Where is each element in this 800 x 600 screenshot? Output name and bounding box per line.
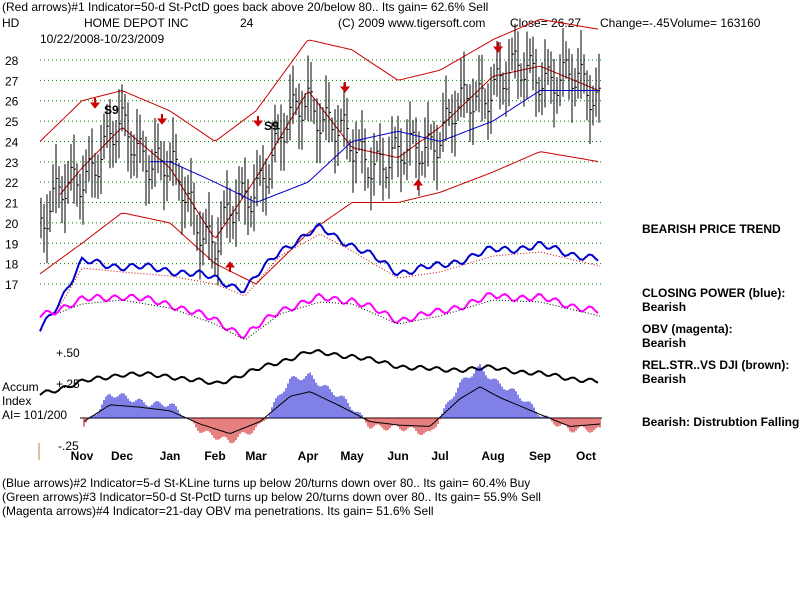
signal-s9-dec: S9 xyxy=(104,103,119,117)
red-arrow-down-aug-head xyxy=(492,46,504,53)
x-tick-nov: Nov xyxy=(71,449,94,463)
red-arrow-up-feb-head xyxy=(224,261,236,268)
relstr-value: Bearish xyxy=(642,372,687,386)
accum-minus25: -.25 xyxy=(58,439,79,453)
obv-ma xyxy=(59,299,601,340)
y-tick-25: 25 xyxy=(5,115,19,129)
x-tick-oct: Oct xyxy=(576,449,596,463)
y-tick-26: 26 xyxy=(5,95,19,109)
upper-band xyxy=(39,18,599,142)
red-arrow-up-jun-head xyxy=(412,179,424,186)
x-tick-aug: Aug xyxy=(481,449,504,463)
accum-title1: Accum xyxy=(2,380,39,394)
company-name: HOME DEPOT INC xyxy=(84,16,189,30)
x-tick-may: May xyxy=(340,449,364,463)
x-tick-jul: Jul xyxy=(431,449,448,463)
copyright: (C) 2009 www.tigersoft.com xyxy=(338,16,486,30)
volume-value: Volume= 163160 xyxy=(670,16,761,30)
x-tick-sep: Sep xyxy=(529,449,551,463)
x-tick-feb: Feb xyxy=(204,449,225,463)
red-arrow-down-apr-head xyxy=(339,86,351,93)
x-tick-mar: Mar xyxy=(245,449,267,463)
relative-strength-line xyxy=(39,349,599,396)
accum-title2: Index xyxy=(2,394,32,408)
close-value: Close= 26.27 xyxy=(510,16,582,30)
y-tick-19: 19 xyxy=(5,237,19,251)
y-tick-17: 17 xyxy=(5,278,19,292)
red-arrow-down-dec-head xyxy=(89,102,101,109)
accum-ma xyxy=(83,386,601,434)
blue-ma xyxy=(150,90,600,203)
date-range: 10/22/2008-10/23/2009 xyxy=(40,32,165,46)
relstr-label: REL.STR..VS DJI (brown): xyxy=(642,358,790,372)
y-tick-22: 22 xyxy=(5,176,19,190)
y-tick-20: 20 xyxy=(5,217,19,231)
moving-average xyxy=(150,90,600,203)
closing-power-label: CLOSING POWER (blue): xyxy=(642,286,786,300)
accumulation-histogram xyxy=(80,364,602,444)
x-tick-jan: Jan xyxy=(160,449,181,463)
obv-line xyxy=(39,292,601,340)
closing-power-value: Bearish xyxy=(642,300,687,314)
trend-status: BEARISH PRICE TREND xyxy=(642,222,781,236)
accum-ai: AI= 101/200 xyxy=(2,408,68,422)
y-tick-18: 18 xyxy=(5,258,19,272)
short-ma xyxy=(59,65,601,239)
footer-magenta-arrows: (Magenta arrows)#4 Indicator=21-day OBV … xyxy=(2,504,434,518)
footer-green-arrows: (Green arrows)#3 Indicator=50-d St-PctD … xyxy=(2,490,541,504)
closing-power-line xyxy=(39,222,601,332)
red-arrow-down-mar-head xyxy=(252,120,264,127)
lower-band xyxy=(39,151,599,285)
y-tick-labels: 17 18 19 20 21 22 23 24 25 26 27 28 xyxy=(5,54,19,292)
red-arrow-down-jan-head xyxy=(156,118,168,125)
relative-strength xyxy=(39,349,599,396)
y-tick-21: 21 xyxy=(5,197,19,211)
header-indicator-red: (Red arrows)#1 Indicator=50-d St-PctD go… xyxy=(2,0,489,14)
signal-arrows xyxy=(89,42,504,272)
y-tick-24: 24 xyxy=(5,135,19,149)
change-value: Change=-.45 xyxy=(600,16,670,30)
x-tick-jun: Jun xyxy=(387,449,408,463)
footer-blue-arrows: (Blue arrows)#2 Indicator=5-d St-KLine t… xyxy=(2,476,531,490)
ticker-symbol: HD xyxy=(2,16,20,30)
accum-status: Bearish: Distrubtion Falling. xyxy=(642,415,800,429)
obv-value: Bearish xyxy=(642,336,687,350)
x-tick-labels: Nov Dec Jan Feb Mar Apr May Jun Jul Aug Sep Oct xyxy=(71,449,596,463)
price-grid xyxy=(40,59,602,285)
period-days: 24 xyxy=(240,16,254,30)
accum-plus50: +.50 xyxy=(56,346,80,360)
y-tick-28: 28 xyxy=(5,54,19,68)
y-tick-23: 23 xyxy=(5,156,19,170)
x-tick-dec: Dec xyxy=(111,449,133,463)
price-bars xyxy=(40,23,601,286)
closing-power-ma xyxy=(59,233,601,307)
x-tick-apr: Apr xyxy=(298,449,319,463)
closing-power xyxy=(39,222,599,332)
obv xyxy=(39,292,599,340)
obv-label: OBV (magenta): xyxy=(642,322,733,336)
y-tick-27: 27 xyxy=(5,74,19,88)
